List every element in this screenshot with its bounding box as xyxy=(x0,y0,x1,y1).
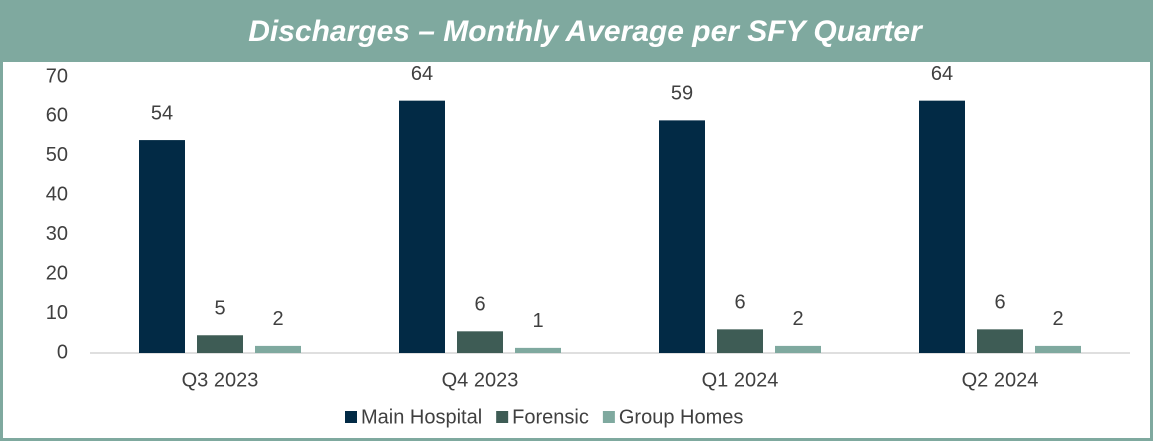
legend-swatch xyxy=(345,411,357,423)
bar xyxy=(919,100,965,354)
data-label: 5 xyxy=(214,298,225,320)
legend-swatch xyxy=(602,411,615,423)
bar xyxy=(255,345,301,353)
data-label: 2 xyxy=(1052,308,1063,330)
legend-swatch xyxy=(496,411,509,423)
bar xyxy=(197,335,243,353)
y-tick-label: 30 xyxy=(46,223,68,245)
chart-title: Discharges – Monthly Average per SFY Qua… xyxy=(248,15,924,48)
data-label: 2 xyxy=(792,308,803,330)
legend-label: Main Hospital xyxy=(361,406,482,428)
x-tick-label: Q1 2024 xyxy=(702,369,779,391)
bar xyxy=(457,331,503,353)
y-tick-label: 50 xyxy=(46,144,68,166)
x-tick-label: Q3 2023 xyxy=(182,369,259,391)
legend-label: Forensic xyxy=(512,406,589,428)
bar xyxy=(977,329,1023,353)
y-tick-label: 0 xyxy=(57,341,68,363)
bar xyxy=(1035,345,1081,353)
bar xyxy=(139,140,185,353)
data-label: 64 xyxy=(931,63,953,85)
x-tick-label: Q4 2023 xyxy=(442,369,519,391)
data-label: 54 xyxy=(151,102,173,124)
data-label: 6 xyxy=(994,292,1005,314)
x-tick-label: Q2 2024 xyxy=(962,369,1039,391)
y-tick-label: 20 xyxy=(46,262,68,284)
bar xyxy=(659,120,705,353)
data-label: 2 xyxy=(272,308,283,330)
y-tick-label: 40 xyxy=(46,184,68,206)
data-label: 6 xyxy=(734,292,745,314)
data-label: 6 xyxy=(474,294,485,316)
y-tick-label: 10 xyxy=(46,302,68,324)
bar xyxy=(775,345,821,353)
title-band xyxy=(0,0,1153,62)
bar xyxy=(515,347,561,353)
data-label: 64 xyxy=(411,63,433,85)
bar xyxy=(399,100,445,354)
data-label: 59 xyxy=(671,83,693,105)
data-label: 1 xyxy=(532,310,543,332)
y-tick-label: 60 xyxy=(46,105,68,127)
y-tick-label: 70 xyxy=(46,65,68,87)
bar xyxy=(717,329,763,353)
legend-label: Group Homes xyxy=(619,406,744,428)
